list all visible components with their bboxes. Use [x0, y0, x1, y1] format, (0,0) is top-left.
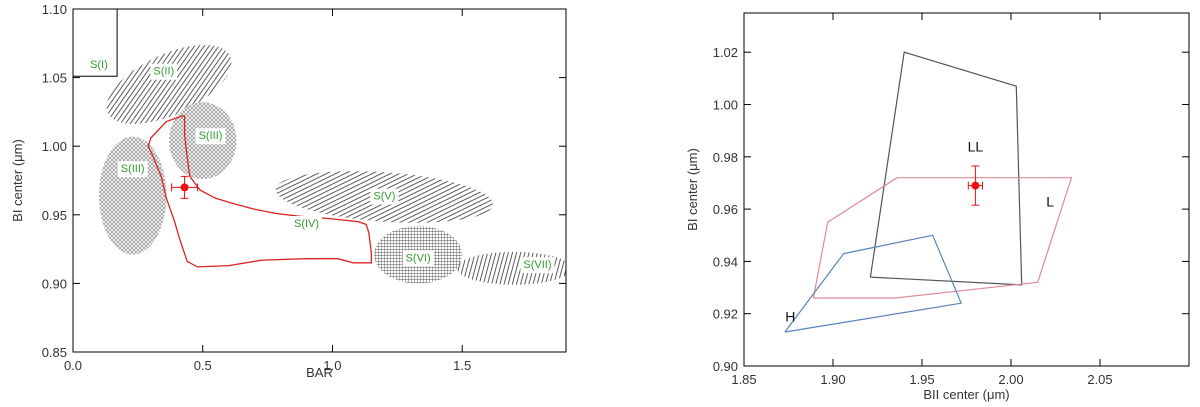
y-axis-label-right: BI center (μm) — [685, 148, 700, 231]
y-tick-label-right-6: 1.02 — [713, 45, 738, 60]
x-tick-label-right-4: 2.05 — [1087, 372, 1112, 387]
y-tick-label-right-3: 0.96 — [713, 202, 738, 217]
region-label-4-group: S(V) — [370, 188, 399, 205]
region-label-6-bg — [520, 257, 555, 274]
region-label-3-bg — [117, 161, 148, 178]
series-label-0: LL — [968, 138, 984, 154]
series-polygon-2 — [784, 234, 963, 333]
y-tick-label-right-5: 1.00 — [713, 98, 738, 113]
y-axis-label-left: BI center (μm) — [10, 139, 25, 222]
x-tick-label-right-0: 1.85 — [731, 372, 756, 387]
y-tick-label-left-3: 1.00 — [42, 139, 67, 154]
region-label-5-group: S(VI) — [402, 250, 434, 267]
region-label-1-bg — [150, 63, 178, 80]
region-label-s-iv-bg — [290, 216, 323, 233]
region-label-4-bg — [370, 188, 399, 205]
region-label-1-group: S(II) — [150, 63, 178, 80]
chart-left: S(I) S(II) S(III) S(III) S(V) S(VI) S(VII) S(IV… — [10, 2, 567, 380]
x-axis-label-left: BAR — [306, 365, 333, 380]
y-tick-label-left-5: 1.10 — [42, 2, 67, 17]
region-label-6-group: S(VII) — [520, 257, 555, 274]
x-axis-label-right: BII center (μm) — [923, 387, 1009, 402]
series-label-2: H — [785, 308, 795, 324]
plot-frame-left — [72, 8, 567, 353]
region-label-5-bg — [402, 250, 434, 267]
region-label-3-group: S(III) — [117, 161, 148, 178]
y-tick-label-left-1: 0.90 — [42, 276, 67, 291]
region-label-4: S(V) — [373, 191, 395, 203]
region-box-0 — [73, 9, 118, 77]
y-tick-label-right-1: 0.92 — [713, 307, 738, 322]
region-label-5: S(VI) — [406, 252, 431, 264]
region-label-6: S(VII) — [523, 259, 551, 271]
region-ellipse-3 — [98, 136, 167, 255]
region-label-s-iv: S(IV) — [294, 218, 319, 230]
region-ellipse-1 — [106, 44, 232, 124]
data-point-right — [971, 181, 980, 190]
region-label-2-bg — [195, 128, 226, 145]
region-label-0-group: S(I) — [87, 56, 111, 73]
region-label-1: S(II) — [153, 66, 174, 78]
series-label-1: L — [1046, 193, 1054, 209]
region-label-s-iv-group: S(IV) — [290, 216, 323, 233]
y-tick-label-right-2: 0.94 — [713, 254, 738, 269]
region-label-2: S(III) — [199, 130, 223, 142]
series-polygon-1 — [812, 177, 1073, 299]
y-tick-label-left-0: 0.85 — [42, 345, 67, 360]
data-point-left — [180, 183, 189, 192]
x-tick-label-right-3: 2.00 — [998, 372, 1023, 387]
region-label-0-bg — [87, 56, 111, 73]
y-tick-label-left-4: 1.05 — [42, 71, 67, 86]
plot-frame-right — [743, 12, 1190, 367]
x-tick-label-left-2: 1.0 — [323, 358, 341, 373]
plot-area-left: S(I) S(II) S(III) S(III) S(V) S(VI) S(VII) S(IV… — [73, 9, 566, 285]
region-label-3: S(III) — [121, 163, 145, 175]
region-outline-s-iv — [147, 115, 373, 268]
y-tick-label-left-2: 0.95 — [42, 208, 67, 223]
x-tick-label-right-1: 1.90 — [820, 372, 845, 387]
x-tick-label-left-0: 0.0 — [64, 358, 82, 373]
series-polygon-0 — [869, 51, 1023, 286]
region-label-0: S(I) — [90, 59, 108, 71]
y-tick-label-right-4: 0.98 — [713, 150, 738, 165]
x-tick-label-left-1: 0.5 — [194, 358, 212, 373]
x-tick-label-right-2: 1.95 — [909, 372, 934, 387]
y-tick-label-right-0: 0.90 — [713, 359, 738, 374]
x-tick-label-left-3: 1.5 — [453, 358, 471, 373]
region-label-2-group: S(III) — [195, 128, 226, 145]
